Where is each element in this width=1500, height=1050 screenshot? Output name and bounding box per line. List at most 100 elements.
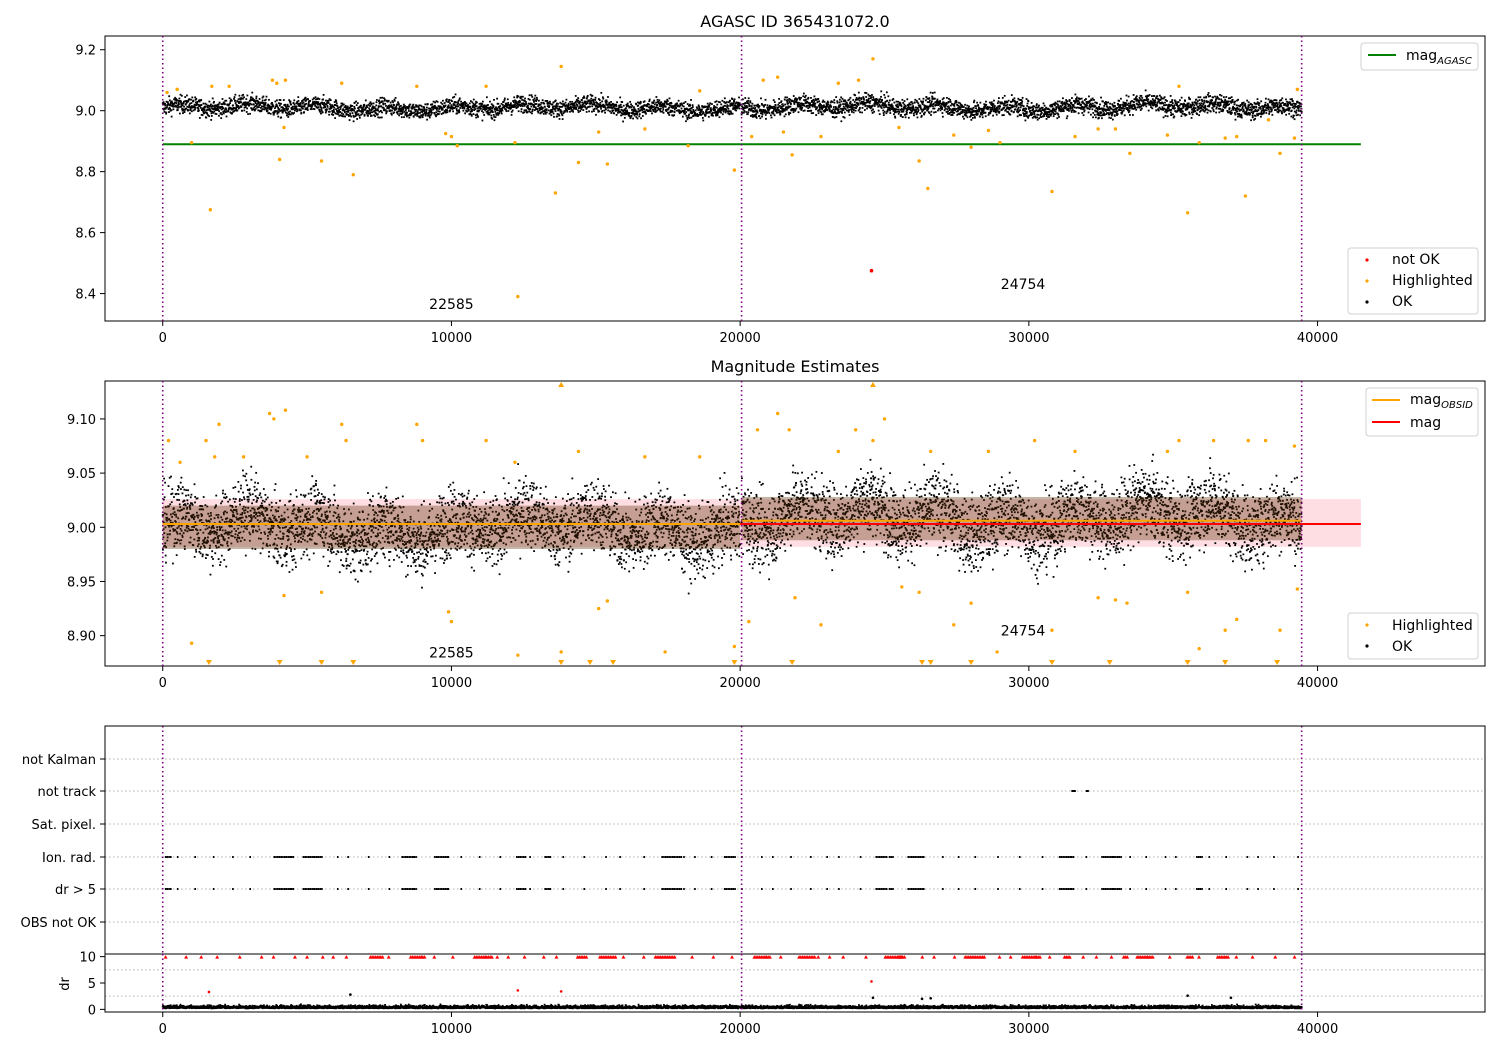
ok-point <box>491 111 494 113</box>
ok-point <box>470 107 473 110</box>
ok-point <box>852 99 855 101</box>
ok-point <box>527 102 530 105</box>
ok-point <box>348 106 351 109</box>
ok-point <box>1193 110 1195 113</box>
ok-point <box>427 113 430 116</box>
ok-point <box>1203 110 1206 113</box>
ok-point <box>428 116 431 119</box>
ok-point <box>481 103 484 105</box>
ok-point <box>760 97 762 100</box>
ok-point <box>371 111 374 114</box>
ok-point <box>626 102 629 105</box>
ok-point <box>276 111 279 114</box>
ok-point <box>656 104 659 106</box>
ok-point <box>1001 96 1004 99</box>
ok-point <box>979 101 982 104</box>
ok-point <box>936 99 938 102</box>
ok-point <box>372 105 374 108</box>
ok-point <box>1241 106 1244 108</box>
ok-point <box>846 106 849 109</box>
ok-point <box>189 109 192 112</box>
ok-point <box>423 106 426 109</box>
ok-point <box>522 102 525 105</box>
ok-point <box>299 103 302 106</box>
ok-point <box>178 103 180 106</box>
ok-point <box>732 106 735 109</box>
ok-point <box>908 102 911 105</box>
ok-point <box>648 103 650 106</box>
ok-point <box>447 100 450 103</box>
ok-point <box>1206 105 1209 108</box>
ok-point <box>924 107 927 110</box>
ok-point <box>548 105 551 107</box>
ok-point <box>1227 97 1230 100</box>
ok-point <box>827 106 830 108</box>
ok-point <box>278 108 281 111</box>
ok-point <box>829 104 832 107</box>
ok-point <box>601 100 604 103</box>
ok-point <box>1074 110 1077 113</box>
ok-point <box>666 100 669 102</box>
ok-point <box>408 116 411 119</box>
ok-point <box>578 102 581 105</box>
ok-point <box>1117 103 1120 106</box>
ok-point <box>435 111 438 114</box>
ok-point <box>837 112 839 114</box>
ok-point <box>597 109 600 112</box>
ok-point <box>881 98 883 101</box>
ok-point <box>336 110 338 112</box>
ok-point <box>348 115 350 117</box>
ok-point <box>920 114 923 117</box>
ok-point <box>345 108 347 111</box>
ok-point <box>1047 116 1049 119</box>
ok-point <box>178 97 181 100</box>
ok-point <box>188 106 191 109</box>
ok-point <box>1085 100 1088 103</box>
ok-point <box>1157 109 1160 112</box>
ok-point <box>1247 105 1250 108</box>
ok-point <box>966 111 968 114</box>
ok-point <box>1049 114 1052 117</box>
ok-point <box>410 113 413 116</box>
ok-point <box>166 101 169 104</box>
ok-point <box>605 108 607 111</box>
ok-point <box>589 105 591 108</box>
ok-point <box>834 112 837 114</box>
ok-point <box>1248 109 1251 111</box>
ok-point <box>925 96 928 99</box>
ok-point <box>1096 110 1099 113</box>
ok-point <box>671 107 674 109</box>
ok-point <box>465 102 468 105</box>
ok-point <box>316 107 319 109</box>
ok-point <box>162 108 165 111</box>
ok-point <box>367 114 369 117</box>
ok-point <box>1215 107 1218 110</box>
ok-point <box>1021 104 1024 107</box>
ok-point <box>1162 116 1165 119</box>
ok-point <box>792 109 795 112</box>
ok-point <box>832 106 835 109</box>
ok-point <box>404 109 407 112</box>
ok-point <box>232 104 234 107</box>
ok-point <box>842 103 844 105</box>
ok-point <box>565 104 568 107</box>
ok-point <box>841 97 844 100</box>
ok-point <box>735 105 738 108</box>
ok-point <box>569 105 572 108</box>
ok-point <box>1056 117 1059 120</box>
ok-point <box>220 103 223 105</box>
ok-point <box>935 101 938 103</box>
ok-point <box>539 103 542 106</box>
ok-point <box>1050 113 1053 115</box>
ok-point <box>938 101 941 104</box>
ok-point <box>1102 114 1105 117</box>
ok-point <box>369 101 372 104</box>
ok-point <box>1083 110 1086 113</box>
ok-point <box>540 101 543 104</box>
ok-point <box>557 109 560 112</box>
ok-point <box>1062 110 1065 113</box>
ok-point <box>930 104 933 106</box>
ok-point <box>418 107 421 110</box>
ok-point <box>1116 106 1119 109</box>
ok-point <box>1246 109 1248 112</box>
